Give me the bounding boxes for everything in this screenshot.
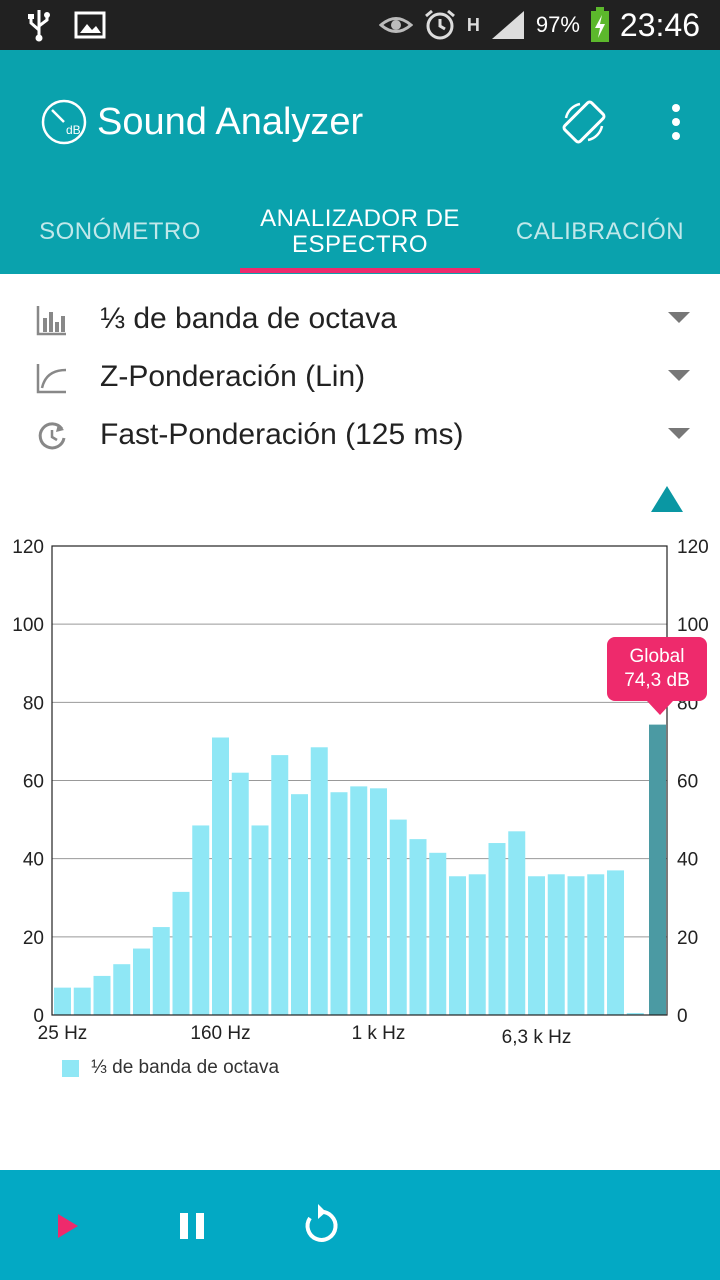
- band-selector[interactable]: ⅓ de banda de octava: [0, 290, 720, 348]
- y-tick-label-left: 20: [23, 928, 44, 949]
- dropdown-arrow-icon[interactable]: [668, 312, 690, 323]
- bar: [271, 755, 289, 1015]
- tab-analizador-de-espectro[interactable]: ANALIZADOR DE ESPECTRO: [260, 205, 460, 258]
- y-tick-label-right: 120: [677, 537, 709, 558]
- bar: [350, 786, 368, 1015]
- y-tick-label-right: 100: [677, 615, 709, 636]
- app-title: Sound Analyzer: [97, 101, 364, 143]
- playback-controls: [0, 1170, 720, 1280]
- overflow-menu-icon[interactable]: [664, 98, 688, 146]
- bar: [607, 870, 624, 1015]
- global-bar: [649, 724, 666, 1015]
- time-weighting-selector-label: Fast-Ponderación (125 ms): [100, 418, 464, 451]
- bar: [468, 874, 486, 1015]
- image-icon: [74, 11, 106, 39]
- status-bar: H 97% 23:46: [0, 0, 720, 50]
- y-tick-label-left: 100: [12, 615, 44, 636]
- history-icon: [38, 422, 66, 450]
- decibel-meter-logo-icon: dB: [41, 99, 87, 145]
- y-tick-label-left: 120: [12, 537, 44, 558]
- bar: [212, 737, 229, 1015]
- x-tick-label: 6,3 k Hz: [502, 1027, 572, 1048]
- y-tick-label-left: 40: [23, 850, 44, 871]
- bar: [93, 975, 111, 1015]
- dropdown-arrow-icon[interactable]: [668, 370, 690, 381]
- tab-bar: SONÓMETRO ANALIZADOR DE ESPECTRO CALIBRA…: [0, 190, 720, 274]
- bar: [73, 987, 91, 1015]
- eye-icon: [378, 17, 413, 33]
- bar: [54, 987, 71, 1015]
- play-icon[interactable]: [42, 1200, 94, 1252]
- y-tick-label-right: 40: [677, 850, 698, 871]
- collapse-chart-icon[interactable]: [651, 486, 683, 512]
- battery-charging-icon: [590, 7, 609, 42]
- y-tick-label-left: 0: [33, 1006, 44, 1027]
- reset-icon[interactable]: [294, 1200, 346, 1252]
- clock: 23:46: [619, 6, 700, 43]
- chart-legend: ⅓ de banda de octava: [62, 1056, 279, 1080]
- active-tab-indicator: [240, 268, 480, 273]
- bar: [370, 788, 387, 1015]
- bar: [231, 772, 249, 1015]
- network-type-label: H: [466, 14, 480, 35]
- legend-label: ⅓ de banda de octava: [91, 1057, 280, 1078]
- logo-db-text: dB: [66, 123, 81, 137]
- bar: [251, 825, 269, 1015]
- bar: [429, 852, 447, 1015]
- x-tick-label: 160 Hz: [190, 1023, 250, 1044]
- plot-frame: [51, 545, 668, 1016]
- bar: [508, 831, 526, 1015]
- bar: [488, 843, 506, 1015]
- bar: [626, 1013, 644, 1015]
- bar: [389, 819, 407, 1015]
- tooltip-value: 74,3 dB: [624, 670, 690, 691]
- signal-icon: [491, 11, 524, 39]
- bar: [528, 876, 545, 1015]
- bar: [310, 747, 328, 1015]
- tab-calibracion[interactable]: CALIBRACIÓN: [515, 218, 685, 245]
- dropdown-arrow-icon[interactable]: [668, 428, 690, 439]
- curve-icon: [36, 364, 67, 394]
- bar: [547, 874, 565, 1015]
- bar: [330, 792, 348, 1015]
- bar: [172, 891, 190, 1015]
- app-bar: dB Sound Analyzer: [0, 50, 720, 274]
- band-selector-label: ⅓ de banda de octava: [100, 302, 397, 335]
- pause-icon[interactable]: [166, 1200, 218, 1252]
- battery-percent: 97%: [535, 12, 580, 37]
- x-tick-label: 25 Hz: [38, 1023, 88, 1044]
- bar: [449, 876, 466, 1015]
- screen-rotation-icon[interactable]: [560, 98, 608, 146]
- alarm-icon: [424, 9, 455, 40]
- bar: [133, 948, 150, 1015]
- y-tick-label-right: 0: [677, 1006, 688, 1027]
- bar: [409, 839, 427, 1015]
- weighting-selector[interactable]: Z-Ponderación (Lin): [0, 348, 720, 406]
- x-tick-label: 1 k Hz: [352, 1023, 406, 1044]
- usb-icon: [28, 10, 50, 42]
- tab-sonometro[interactable]: SONÓMETRO: [39, 218, 201, 245]
- bar: [587, 874, 605, 1015]
- bar: [152, 927, 170, 1015]
- bar: [113, 964, 131, 1015]
- y-tick-label-left: 80: [23, 693, 44, 714]
- legend-swatch: [62, 1059, 79, 1077]
- bar: [192, 825, 210, 1015]
- time-weighting-selector[interactable]: Fast-Ponderación (125 ms): [0, 406, 720, 464]
- bar: [291, 794, 308, 1015]
- bar: [567, 876, 585, 1015]
- y-tick-label-left: 60: [23, 772, 44, 793]
- y-tick-label-right: 20: [677, 928, 698, 949]
- bar-chart-icon: [36, 306, 66, 336]
- tooltip-title: Global: [629, 646, 685, 667]
- y-tick-label-right: 60: [677, 772, 698, 793]
- global-level-tooltip: Global 74,3 dB: [607, 637, 707, 715]
- weighting-selector-label: Z-Ponderación (Lin): [100, 360, 366, 393]
